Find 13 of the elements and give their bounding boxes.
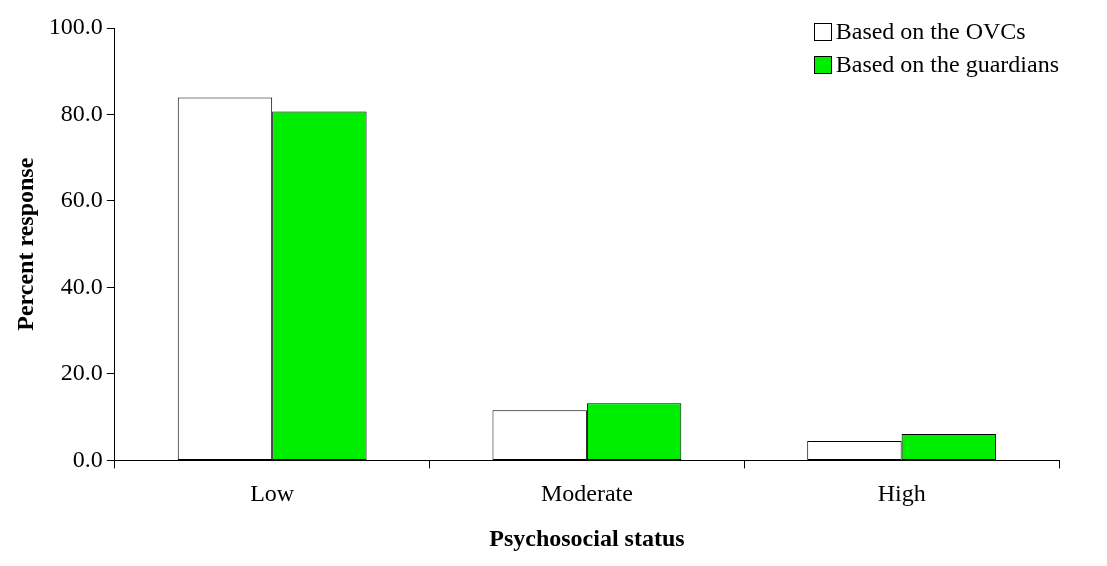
y-tick-label: 60.0 (60, 186, 103, 213)
x-tick-label: High (877, 480, 926, 507)
x-tick-label: Low (250, 480, 295, 507)
x-tick-label: Moderate (540, 480, 633, 507)
y-tick-label: 40.0 (60, 272, 103, 299)
y-tick-label: 80.0 (60, 99, 103, 126)
x-axis-title: Psychosocial status (489, 524, 685, 551)
y-tick-label: 20.0 (60, 359, 103, 386)
y-tick-label: 100.0 (48, 13, 103, 40)
y-tick-label: 0.0 (72, 445, 103, 472)
y-axis-title: Percent response (11, 157, 38, 331)
text: Based on the OVCs (835, 18, 1026, 45)
legend-label: Based on the guardians (835, 51, 1059, 78)
